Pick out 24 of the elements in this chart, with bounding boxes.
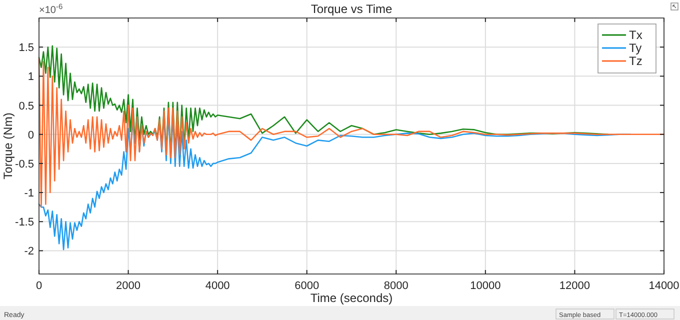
y-tick-label: -1	[24, 188, 34, 200]
y-axis-title: Torque (Nm)	[1, 112, 15, 180]
x-tick-label: 0	[36, 280, 42, 292]
y-tick-label: 1	[28, 71, 34, 84]
y-tick-label: -1.5	[15, 216, 34, 229]
x-tick-label: 12000	[559, 280, 590, 292]
x-tick-label: 2000	[116, 280, 141, 292]
y-tick-label: 0.5	[18, 100, 34, 112]
legend-label: Tz	[629, 54, 642, 68]
y-tick-label: -2	[24, 246, 34, 258]
y-tick-label: -0.5	[15, 158, 34, 170]
x-tick-label: 8000	[384, 280, 408, 292]
x-tick-label: 14000	[648, 280, 680, 292]
x-tick-label: 10000	[470, 280, 501, 292]
x-axis-title: Time (seconds)	[310, 291, 393, 305]
chart-title: Torque vs Time	[310, 2, 392, 16]
x-tick-label: 4000	[205, 280, 230, 292]
text: ×10$^{-6}$	[39, 2, 63, 16]
line-series	[38, 58, 665, 208]
legend-label: Tx	[629, 28, 642, 42]
x-tick-label: 6000	[294, 280, 320, 292]
y-tick-label: 0	[28, 129, 34, 142]
legend-label: Ty	[629, 41, 642, 55]
y-tick-label: 1.5	[18, 42, 34, 54]
